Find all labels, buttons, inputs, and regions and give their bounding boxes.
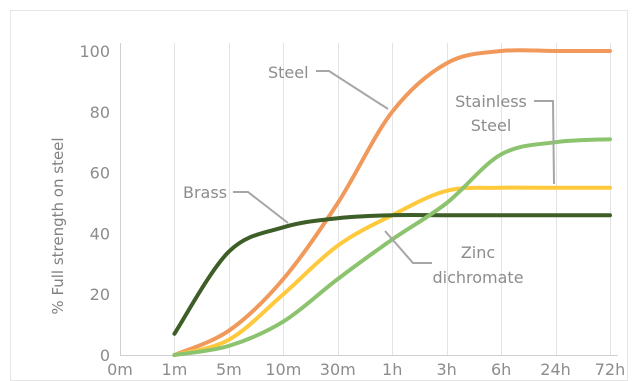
label-stainless-line1: Stainless <box>455 92 527 111</box>
series-line-steel <box>172 48 612 357</box>
leader-zinc-dichromate <box>384 230 432 264</box>
y-tick-40: 40 <box>90 224 110 243</box>
x-tick-30m: 30m <box>320 360 356 379</box>
y-axis-label: % Full strength on steel <box>49 137 67 314</box>
y-tick-20: 20 <box>90 285 110 304</box>
label-steel: Steel <box>268 63 309 82</box>
series-annotations: Steel Stainless Steel Brass Zinc dichromate <box>183 63 527 287</box>
x-tick-10m: 10m <box>265 360 301 379</box>
y-tick-100: 100 <box>79 42 110 61</box>
x-tick-1m: 1m <box>162 360 188 379</box>
label-brass: Brass <box>183 183 227 202</box>
x-tick-72h: 72h <box>595 360 626 379</box>
x-tick-labels: 0m 1m 5m 10m 30m 1h 3h 6h 24h 72h <box>107 360 625 379</box>
y-tick-0: 0 <box>100 346 110 365</box>
y-tick-80: 80 <box>90 103 110 122</box>
label-zinc-line2: dichromate <box>432 268 523 287</box>
leader-stainless-steel <box>534 100 555 185</box>
x-tick-5m: 5m <box>216 360 242 379</box>
chart-frame <box>10 10 628 381</box>
x-tick-0m: 0m <box>107 360 133 379</box>
label-stainless-line2: Steel <box>471 116 512 135</box>
y-tick-60: 60 <box>90 164 110 183</box>
x-tick-6h: 6h <box>491 360 511 379</box>
leader-steel <box>316 70 389 110</box>
label-zinc-line1: Zinc <box>461 243 495 262</box>
x-tick-1h: 1h <box>382 360 402 379</box>
x-tick-24h: 24h <box>540 360 571 379</box>
leader-brass <box>233 191 289 224</box>
y-tick-labels: 0 20 40 60 80 100 <box>79 42 110 365</box>
annotation-leaders <box>233 70 555 264</box>
x-tick-3h: 3h <box>437 360 457 379</box>
series-line-brass <box>172 212 612 336</box>
